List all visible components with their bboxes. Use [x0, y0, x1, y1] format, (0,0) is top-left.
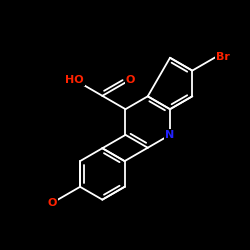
Text: N: N — [166, 130, 175, 140]
Text: HO: HO — [65, 74, 84, 85]
Text: O: O — [126, 74, 135, 85]
Text: O: O — [47, 198, 57, 208]
Text: Br: Br — [216, 52, 230, 62]
